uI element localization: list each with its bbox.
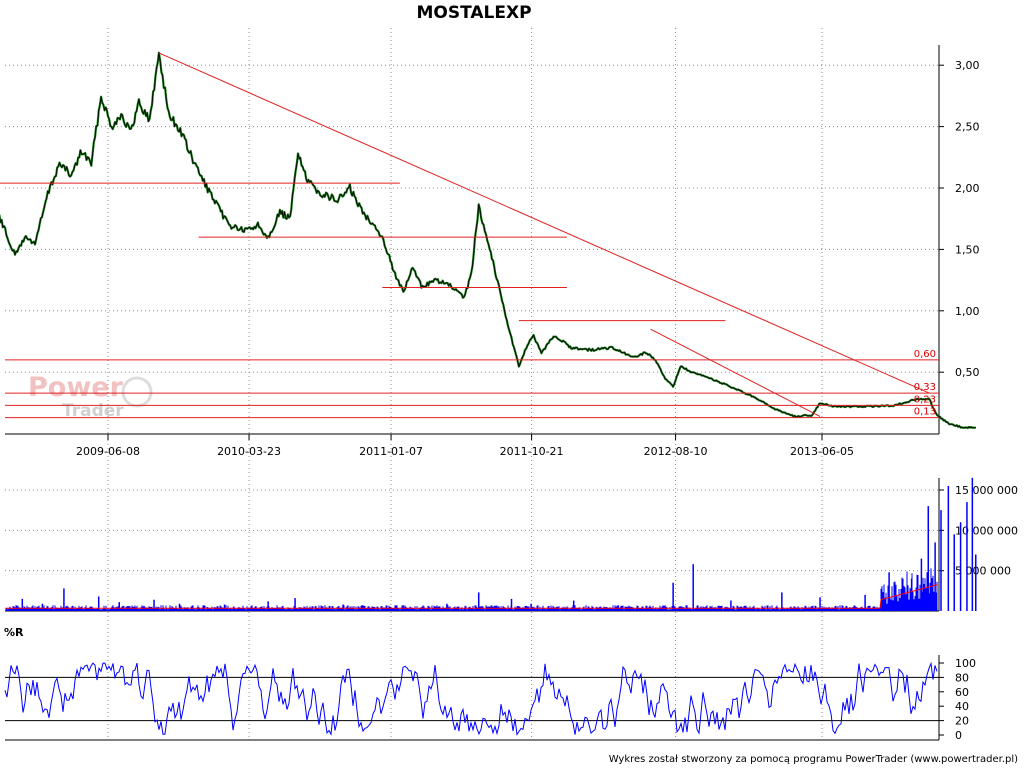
wr-tick-label: 100 [955, 657, 976, 670]
x-tick-label: 2013-06-05 [790, 445, 854, 458]
level-label: 0,13 [914, 407, 936, 418]
x-tick-label: 2011-10-21 [500, 445, 564, 458]
y-tick-label: 3,00 [955, 59, 980, 72]
x-tick-label: 2009-06-08 [76, 445, 140, 458]
price-panel: 0,50 1,00 1,50 2,00 2,50 3,00 2009-06-08 2010-0… [0, 28, 980, 740]
y-tick-label: 1,50 [955, 243, 980, 256]
watermark-trader: Trader [62, 401, 124, 421]
volume-tick-label: 15 000 000 [955, 484, 1018, 497]
watermark-power: Power [28, 372, 124, 403]
level-label: 0,23 [914, 394, 936, 405]
wr-tick-label: 80 [955, 671, 969, 684]
trend-line [650, 328, 821, 417]
x-tick-label: 2010-03-23 [217, 445, 281, 458]
volume-moving-average [6, 584, 938, 609]
wr-tick-label: 0 [955, 729, 962, 742]
williams-r-line [4, 661, 938, 736]
y-tick-label: 2,00 [955, 182, 980, 195]
trend-line [158, 52, 930, 394]
volume-tick-label: 10 000 000 [955, 524, 1018, 537]
volume-panel: 5 000 000 10 000 000 15 000 000 [5, 477, 1018, 612]
price-series-line [0, 52, 976, 429]
williams-r-title: %R [4, 626, 24, 639]
level-label: 0,33 [914, 382, 936, 393]
y-tick-label: 1,00 [955, 305, 980, 318]
wr-tick-label: 20 [955, 715, 969, 728]
volume-tick-label: 5 000 000 [955, 565, 1011, 578]
powertrader-watermark: Power Trader [28, 372, 153, 421]
y-tick-label: 0,50 [955, 366, 980, 379]
level-label: 0,60 [914, 349, 936, 360]
chart-title: MOSTALEXP [416, 3, 531, 23]
x-tick-label: 2011-01-07 [359, 445, 423, 458]
x-tick-label: 2012-08-10 [644, 445, 708, 458]
wr-tick-label: 40 [955, 700, 969, 713]
y-tick-label: 2,50 [955, 121, 980, 134]
wr-tick-label: 60 [955, 686, 969, 699]
footer-credit: Wykres został stworzony za pomocą progra… [609, 754, 1018, 765]
